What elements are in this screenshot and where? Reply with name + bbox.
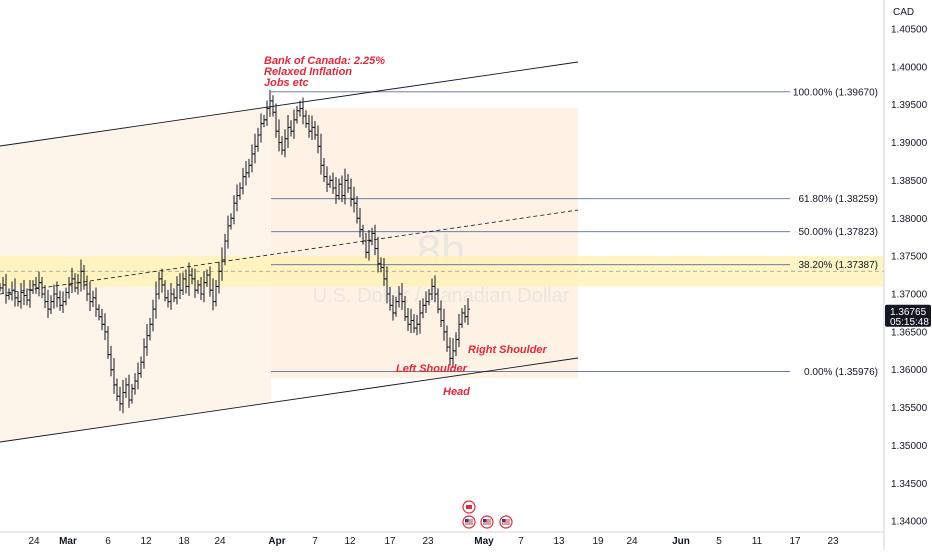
x-tick-label: 7 — [312, 536, 318, 547]
currency-label: CAD — [893, 7, 914, 18]
y-tick-label: 1.37000 — [891, 290, 928, 301]
maple-mark — [466, 505, 472, 509]
last-price-tag — [885, 304, 931, 327]
us-event-icon — [480, 515, 494, 529]
fib-label: 0.00% (1.35976) — [804, 367, 878, 378]
x-tick-label: 17 — [789, 536, 801, 547]
channel-upper-line — [0, 61, 579, 147]
x-tick-label: 13 — [553, 536, 565, 547]
y-tick-label: 1.34000 — [891, 517, 928, 528]
x-tick-label: Jun — [672, 536, 690, 547]
x-tick-label: 11 — [752, 536, 763, 547]
right-shoulder-label: Right Shoulder — [468, 344, 548, 356]
y-tick-label: 1.35000 — [891, 441, 928, 452]
fib-label: 100.00% (1.39670) — [793, 87, 878, 98]
left-shoulder-label: Left Shoulder — [396, 363, 468, 375]
x-tick-label: 6 — [105, 536, 111, 547]
y-tick-label: 1.40500 — [891, 24, 928, 35]
x-tick-label: 5 — [716, 536, 722, 547]
fib-label: 38.20% (1.37387) — [798, 260, 878, 271]
x-tick-label: 23 — [827, 536, 839, 547]
bank-of-canada-note: Bank of Canada: 2.25% — [264, 55, 385, 67]
x-tick-label: Mar — [59, 536, 77, 547]
canton — [465, 519, 469, 522]
y-tick-label: 1.37500 — [891, 252, 928, 263]
channel-lower-line — [0, 357, 579, 443]
bank-of-canada-note: Jobs etc — [264, 77, 309, 89]
channel-midline — [0, 209, 579, 295]
x-tick-label: 17 — [384, 536, 396, 547]
fib-shade-box — [271, 108, 578, 378]
y-tick-label: 1.36000 — [891, 365, 928, 376]
y-tick-label: 1.38500 — [891, 176, 928, 187]
watermark-symbol: U.S. Dollar / Canadian Dollar — [313, 285, 570, 307]
x-tick-label: 24 — [28, 536, 40, 547]
x-tick-label: 23 — [422, 536, 434, 547]
bank-of-canada-note: Relaxed Inflation — [264, 66, 352, 78]
y-tick-label: 1.39500 — [891, 100, 928, 111]
canton — [502, 519, 506, 522]
y-tick-label: 1.38000 — [891, 214, 928, 225]
fib-label: 61.80% (1.38259) — [798, 194, 878, 205]
fib-label: 50.00% (1.37823) — [798, 227, 878, 238]
y-tick-label: 1.39000 — [891, 138, 928, 149]
canada-event-icon — [462, 500, 476, 514]
price-bar — [466, 298, 470, 325]
x-tick-label: 24 — [626, 536, 638, 547]
x-tick-label: 24 — [214, 536, 226, 547]
x-tick-label: 12 — [344, 536, 356, 547]
x-tick-label: 7 — [518, 536, 524, 547]
last-price-value: 1.36765 — [890, 307, 927, 318]
canton — [483, 519, 487, 522]
us-event-icon — [462, 515, 476, 529]
bar-countdown: 05:15:48 — [890, 317, 929, 328]
head-label: Head — [443, 386, 470, 398]
us-event-icon — [499, 515, 513, 529]
x-tick-label: 12 — [140, 536, 152, 547]
x-tick-label: May — [474, 536, 494, 547]
x-tick-label: Apr — [268, 536, 285, 547]
y-tick-label: 1.36500 — [891, 327, 928, 338]
x-tick-label: 19 — [592, 536, 604, 547]
y-tick-label: 1.35500 — [891, 403, 928, 414]
y-tick-label: 1.40000 — [891, 62, 928, 73]
x-tick-label: 18 — [178, 536, 190, 547]
y-tick-label: 1.34500 — [891, 479, 928, 490]
